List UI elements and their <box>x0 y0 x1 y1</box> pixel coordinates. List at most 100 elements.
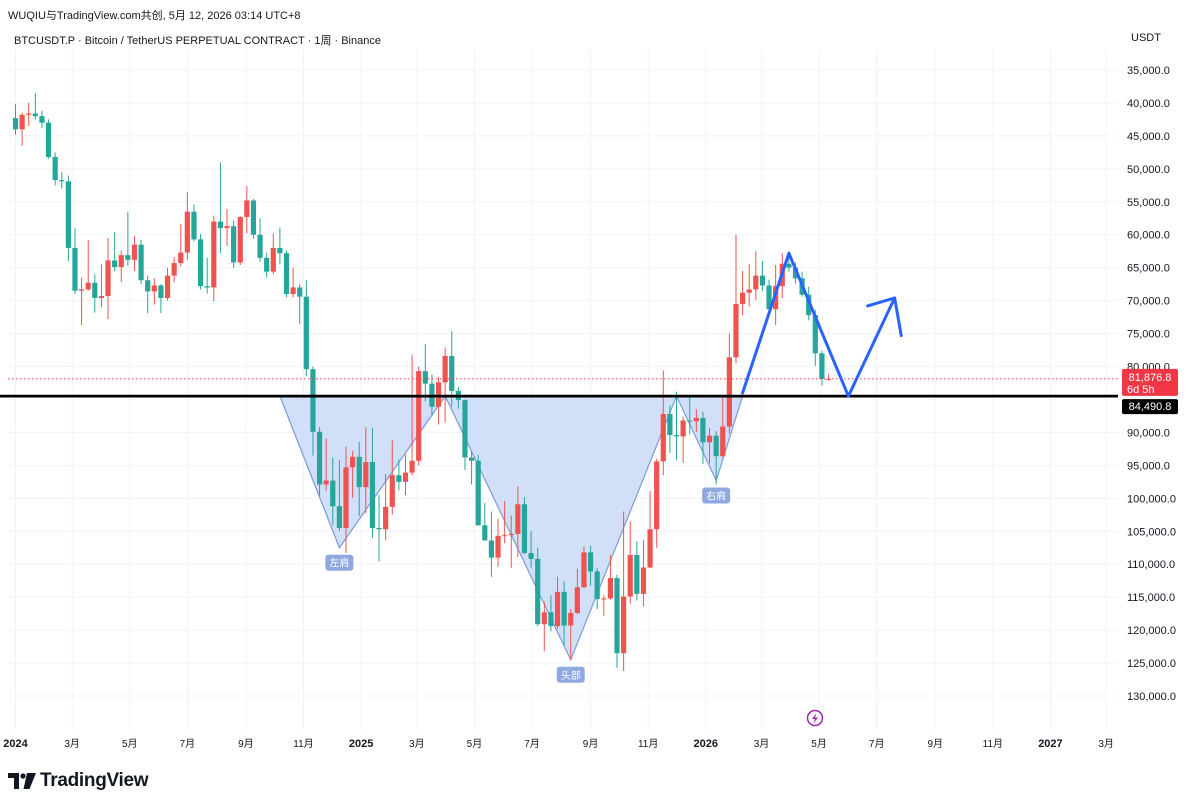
candle <box>224 209 230 246</box>
candle-body <box>766 285 772 310</box>
candle <box>422 344 428 402</box>
candle <box>627 521 633 604</box>
candle <box>601 595 607 617</box>
candle <box>521 496 528 555</box>
author-timestamp: WUQIU与TradingView.com共创, 5月 12, 2026 03:… <box>8 10 301 22</box>
candle-body <box>614 578 620 654</box>
time-tick-label: 3月 <box>754 738 770 750</box>
candle-body <box>138 244 144 281</box>
pattern-label[interactable]: 右肩 <box>702 487 731 504</box>
currency-label[interactable]: USDT <box>1131 32 1161 44</box>
time-tick-label: 5月 <box>122 738 138 750</box>
candle-body <box>257 234 263 258</box>
candle <box>396 459 402 491</box>
candle <box>26 102 32 127</box>
candle <box>151 278 157 305</box>
candle <box>482 502 488 541</box>
candle-body <box>554 591 561 627</box>
candle-body <box>316 431 323 485</box>
candle <box>92 274 98 313</box>
candle <box>667 405 673 453</box>
candle <box>39 110 45 128</box>
price-tick-label: 35,000.0 <box>1127 65 1170 77</box>
time-tick-label: 3月 <box>1098 738 1114 750</box>
candle <box>825 374 832 381</box>
candle <box>508 515 514 569</box>
candle-body <box>568 612 574 626</box>
candle <box>660 370 666 476</box>
candle-body <box>753 275 759 290</box>
candle-body <box>65 181 71 248</box>
candle-body <box>521 504 528 554</box>
candle-body <box>548 612 554 627</box>
candle-body <box>39 116 45 123</box>
candle-body <box>164 275 171 298</box>
candle <box>217 162 224 254</box>
pattern-label[interactable]: 头部 <box>556 666 585 683</box>
candle <box>713 431 719 485</box>
time-tick-label: 11月 <box>983 738 1003 750</box>
candle <box>283 250 290 298</box>
candle <box>733 234 739 364</box>
projection-arrow[interactable] <box>741 251 897 398</box>
candle <box>475 454 481 526</box>
price-tags: 81,876.86d 5h 84,490.8 <box>1122 368 1178 415</box>
pattern-label-text: 左肩 <box>329 557 349 570</box>
candle <box>270 233 276 275</box>
candle-body <box>435 382 442 407</box>
candle-body <box>52 156 58 181</box>
candle <box>647 491 653 569</box>
candle-body <box>217 221 224 229</box>
candle-body <box>581 552 587 588</box>
arrowhead-stroke <box>893 296 903 338</box>
candle-body <box>654 461 660 530</box>
candle-body <box>416 371 422 461</box>
candle <box>257 218 263 262</box>
candle-body <box>363 462 369 488</box>
lightning-icon[interactable] <box>806 709 824 727</box>
pattern-label-bg <box>556 666 585 683</box>
candle-body <box>594 571 600 600</box>
candle <box>680 416 686 463</box>
candle-body <box>330 480 336 507</box>
candle-body <box>462 400 468 458</box>
candle-body <box>224 226 230 229</box>
time-tick-year: 2024 <box>3 738 28 750</box>
candle <box>640 539 647 607</box>
price-tick-label: 40,000.0 <box>1127 98 1170 110</box>
candle <box>383 473 389 541</box>
candle-body <box>26 113 32 115</box>
candle-body <box>673 435 680 437</box>
candle <box>581 546 587 588</box>
price-tick-label: 120,000.0 <box>1127 625 1176 637</box>
candle-body <box>310 369 316 432</box>
candle <box>171 257 177 283</box>
symbol-description[interactable]: BTCUSDT.P · Bitcoin / TetherUS PERPETUAL… <box>14 35 381 47</box>
candle <box>673 391 680 461</box>
tradingview-logo[interactable]: TradingView <box>8 770 149 792</box>
candle <box>502 500 508 544</box>
candle-body <box>700 417 706 443</box>
annotation-lines[interactable] <box>0 251 1163 398</box>
price-tick-label: 60,000.0 <box>1127 230 1170 242</box>
pattern-label-bg <box>325 554 354 571</box>
neckline-price-tag: 84,490.8 <box>1122 399 1178 415</box>
candlestick-series <box>12 93 832 671</box>
candle <box>495 518 501 567</box>
candle <box>449 330 455 407</box>
candle-body <box>402 472 409 482</box>
candle-body <box>627 554 633 597</box>
pattern-label[interactable]: 左肩 <box>325 554 354 571</box>
candle-body <box>79 289 85 291</box>
candle <box>819 350 825 386</box>
time-tick-label: 9月 <box>927 738 943 750</box>
candle-body <box>740 292 746 304</box>
candle-body <box>237 216 243 263</box>
time-axis[interactable]: 2024 3月 5月 7月 9月 11月 2025 3月 5月 7月 9月 11月 2026 3月 5月 7月… <box>3 738 1114 750</box>
candle-body <box>178 252 184 264</box>
price-axis[interactable]: 35,000.0 40,000.0 45,000.0 50,000.0 55,000.0… <box>1118 45 1199 730</box>
candle <box>574 568 580 615</box>
candle <box>178 224 184 267</box>
candle-body <box>746 289 752 293</box>
